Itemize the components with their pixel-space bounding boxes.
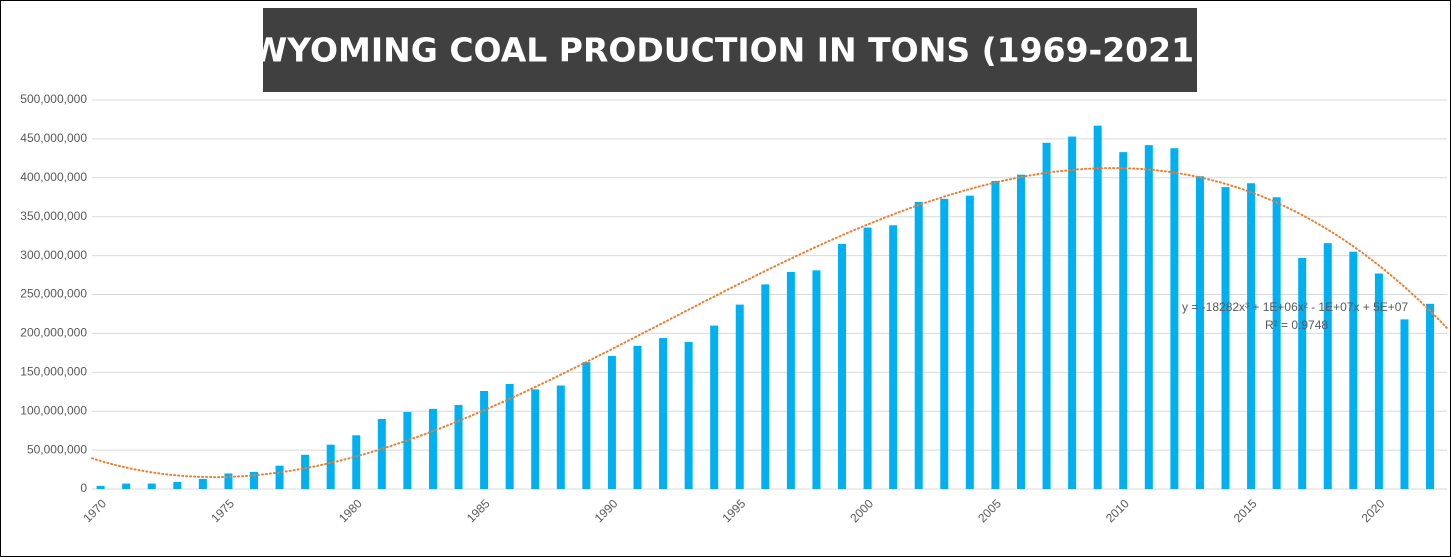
bar [531, 389, 540, 489]
x-tick-label: 1990 [592, 496, 621, 525]
bar [147, 483, 156, 489]
bar [352, 435, 361, 489]
title-box [263, 8, 1197, 92]
x-tick-label: 1985 [464, 496, 493, 525]
bar [735, 304, 744, 489]
bar [582, 362, 591, 489]
bar [198, 478, 207, 489]
bar [889, 225, 898, 489]
x-tick-label: 2000 [847, 496, 876, 525]
bar [684, 341, 693, 489]
bar [659, 338, 668, 489]
bar [224, 473, 233, 489]
bar [710, 325, 719, 489]
bar [1221, 187, 1230, 490]
bar [1042, 142, 1051, 490]
bar [556, 385, 565, 489]
y-tick-label: 50,000,000 [27, 442, 87, 456]
bar [1119, 152, 1128, 489]
y-tick-label: 100,000,000 [20, 403, 87, 417]
trendline [91, 166, 1448, 479]
x-tick-label: 1970 [80, 496, 109, 525]
bar [1068, 136, 1077, 490]
bar [1298, 257, 1307, 489]
bar [377, 418, 386, 489]
bar [1093, 125, 1102, 489]
x-tick-label: 1995 [720, 496, 749, 525]
bar [838, 243, 847, 489]
y-tick-label: 300,000,000 [20, 248, 87, 262]
bar [1144, 145, 1153, 489]
bar [940, 198, 949, 489]
x-tick-label: 1975 [208, 496, 237, 525]
y-tick-label: 250,000,000 [20, 287, 87, 301]
bar [1170, 148, 1179, 489]
y-tick-label: 400,000,000 [20, 170, 87, 184]
bar [1400, 319, 1409, 489]
bar [1016, 174, 1025, 490]
y-tick-label: 200,000,000 [20, 326, 87, 340]
trend-r-squared: R² = 0.9748 [1265, 318, 1328, 332]
bar [275, 465, 284, 489]
y-tick-label: 450,000,000 [20, 131, 87, 145]
y-tick-label: 150,000,000 [20, 364, 87, 378]
bar [786, 271, 795, 489]
y-tick-label: 500,000,000 [20, 92, 87, 106]
x-tick-label: 2005 [975, 496, 1004, 525]
x-tick-label: 2010 [1103, 496, 1132, 525]
bar [505, 383, 514, 489]
bar [122, 483, 131, 489]
bar [1272, 197, 1281, 489]
bar [1323, 243, 1332, 489]
bar [1195, 176, 1204, 489]
y-tick-label: 0 [80, 481, 87, 495]
x-tick-label: 2015 [1231, 496, 1260, 525]
bar [1426, 303, 1435, 489]
trend-equation: y = -18282x³ + 1E+06x² - 1E+07x + 5E+07 [1182, 300, 1408, 314]
bar [633, 345, 642, 489]
bar [607, 355, 616, 489]
x-tick-label: 2020 [1359, 496, 1388, 525]
bar [1247, 183, 1256, 489]
bar [812, 270, 821, 489]
bar [480, 390, 489, 489]
bar [326, 444, 335, 489]
bar [761, 284, 770, 489]
x-tick-label: 1980 [336, 496, 365, 525]
bar [454, 404, 463, 489]
bar [96, 485, 105, 489]
bar [249, 471, 258, 489]
bar [173, 481, 182, 489]
bar [403, 411, 412, 489]
bar [991, 180, 1000, 490]
bar [428, 408, 437, 489]
bar [863, 227, 872, 490]
y-tick-label: 350,000,000 [20, 209, 87, 223]
bar [301, 454, 310, 489]
chart-title: WYOMING COAL PRODUCTION IN TONS (1969-20… [251, 31, 1209, 70]
bar [1374, 273, 1383, 489]
bar [965, 195, 974, 489]
bar [1349, 251, 1358, 489]
bar [914, 201, 923, 489]
